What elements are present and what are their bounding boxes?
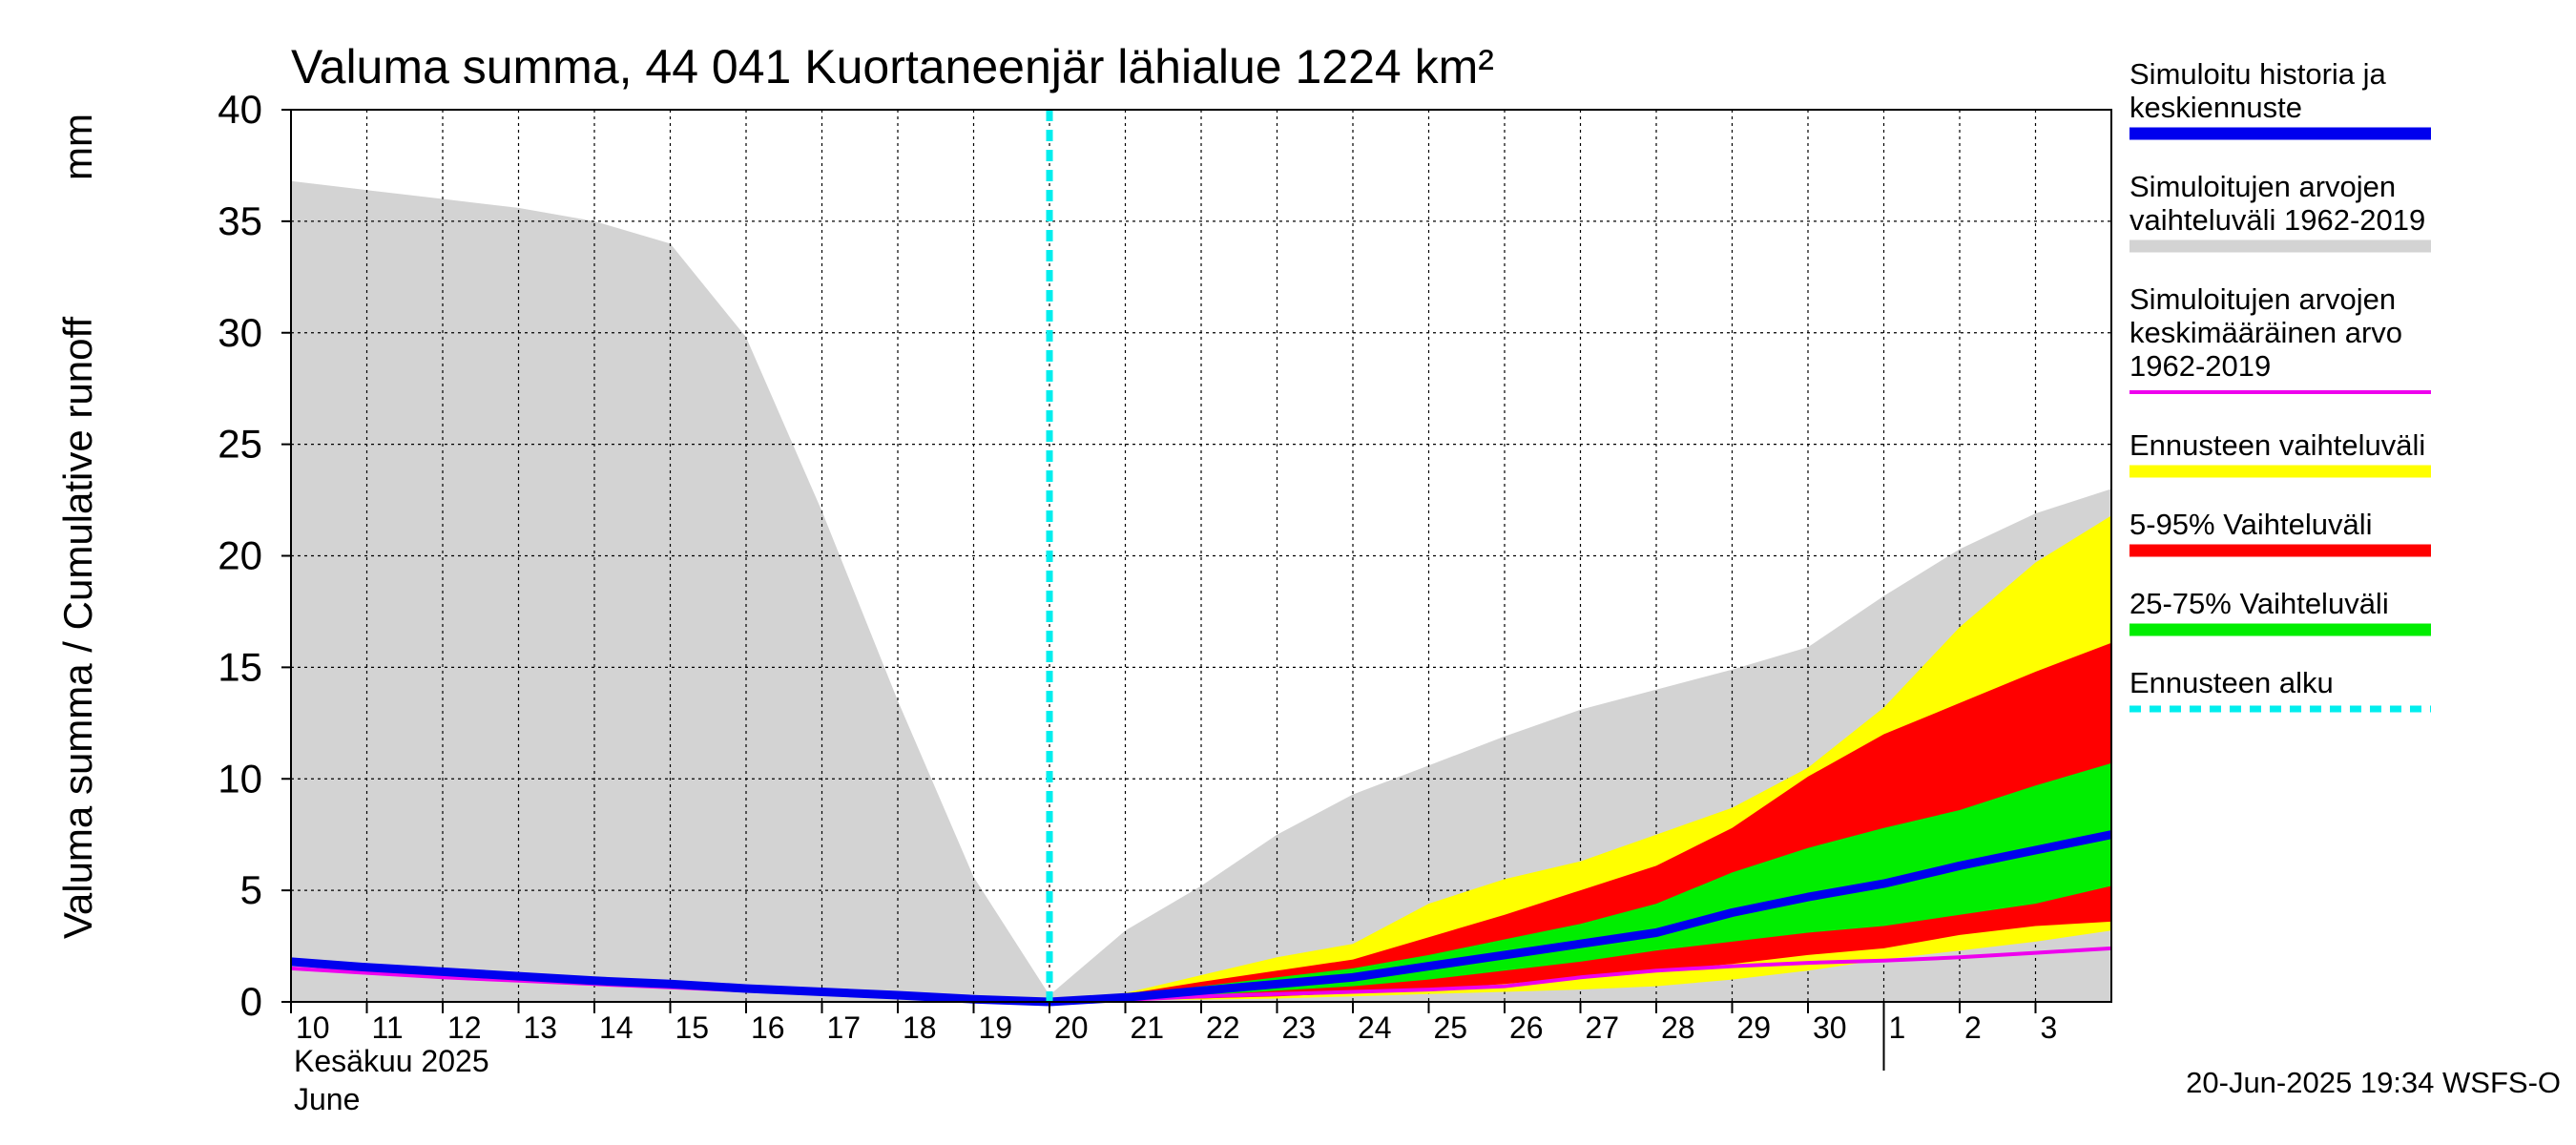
x-tick-label: 25 bbox=[1434, 1010, 1468, 1045]
legend-label: 1962-2019 bbox=[2129, 349, 2271, 383]
x-tick-label: 20 bbox=[1054, 1010, 1089, 1045]
x-tick-label: 18 bbox=[903, 1010, 937, 1045]
y-tick-label: 20 bbox=[218, 533, 262, 578]
x-tick-label: 15 bbox=[675, 1010, 710, 1045]
y-axis-label: Valuma summa / Cumulative runoff bbox=[55, 317, 100, 939]
legend-label: vaihteluväli 1962-2019 bbox=[2129, 203, 2425, 237]
x-tick-label: 10 bbox=[296, 1010, 330, 1045]
y-axis-unit: mm bbox=[55, 114, 100, 180]
y-tick-label: 30 bbox=[218, 310, 262, 355]
median-line bbox=[290, 830, 2112, 1007]
y-tick-label: 25 bbox=[218, 422, 262, 467]
x-tick-label: 17 bbox=[827, 1010, 862, 1045]
x-tick-label: 29 bbox=[1737, 1010, 1772, 1045]
x-tick-label: 2 bbox=[1964, 1010, 1982, 1045]
chart-title: Valuma summa, 44 041 Kuortaneenjär lähia… bbox=[291, 40, 1494, 94]
x-axis-month-label-en: June bbox=[294, 1082, 360, 1116]
x-tick-label: 30 bbox=[1813, 1010, 1847, 1045]
x-tick-label: 23 bbox=[1282, 1010, 1317, 1045]
plot-area bbox=[290, 109, 2112, 1007]
legend-label: 5-95% Vaihteluväli bbox=[2129, 508, 2372, 541]
x-tick-label: 19 bbox=[979, 1010, 1013, 1045]
x-tick-label: 3 bbox=[2041, 1010, 2058, 1045]
x-tick-label: 14 bbox=[599, 1010, 634, 1045]
timestamp-label: 20-Jun-2025 19:34 WSFS-O bbox=[2186, 1066, 2561, 1099]
legend-label: 25-75% Vaihteluväli bbox=[2129, 587, 2389, 620]
legend-label: Simuloitujen arvojen bbox=[2129, 170, 2396, 203]
x-tick-label: 16 bbox=[751, 1010, 785, 1045]
x-axis-month-label: Kesäkuu 2025 bbox=[294, 1044, 489, 1078]
y-tick-label: 15 bbox=[218, 644, 262, 689]
y-tick-label: 0 bbox=[240, 979, 262, 1024]
y-tick-label: 10 bbox=[218, 756, 262, 801]
legend-label: keskiennuste bbox=[2129, 91, 2302, 124]
x-tick-label: 12 bbox=[447, 1010, 482, 1045]
legend-label: Simuloitujen arvojen bbox=[2129, 282, 2396, 316]
x-tick-label: 13 bbox=[524, 1010, 558, 1045]
x-tick-label: 11 bbox=[372, 1010, 404, 1045]
x-tick-label: 26 bbox=[1509, 1010, 1544, 1045]
legend-label: Ennusteen alku bbox=[2129, 666, 2334, 699]
legend-label: Simuloitu historia ja bbox=[2129, 57, 2387, 91]
y-tick-label: 40 bbox=[218, 87, 262, 132]
y-tick-label: 5 bbox=[240, 867, 262, 912]
legend-label: keskimääräinen arvo bbox=[2129, 316, 2402, 349]
y-tick-label: 35 bbox=[218, 198, 262, 243]
x-tick-label: 24 bbox=[1358, 1010, 1392, 1045]
legend-label: Ennusteen vaihteluväli bbox=[2129, 428, 2425, 462]
x-tick-label: 28 bbox=[1661, 1010, 1695, 1045]
x-tick-label: 22 bbox=[1206, 1010, 1240, 1045]
x-tick-label: 1 bbox=[1889, 1010, 1906, 1045]
x-tick-label: 27 bbox=[1586, 1010, 1620, 1045]
x-tick-label: 21 bbox=[1131, 1010, 1165, 1045]
